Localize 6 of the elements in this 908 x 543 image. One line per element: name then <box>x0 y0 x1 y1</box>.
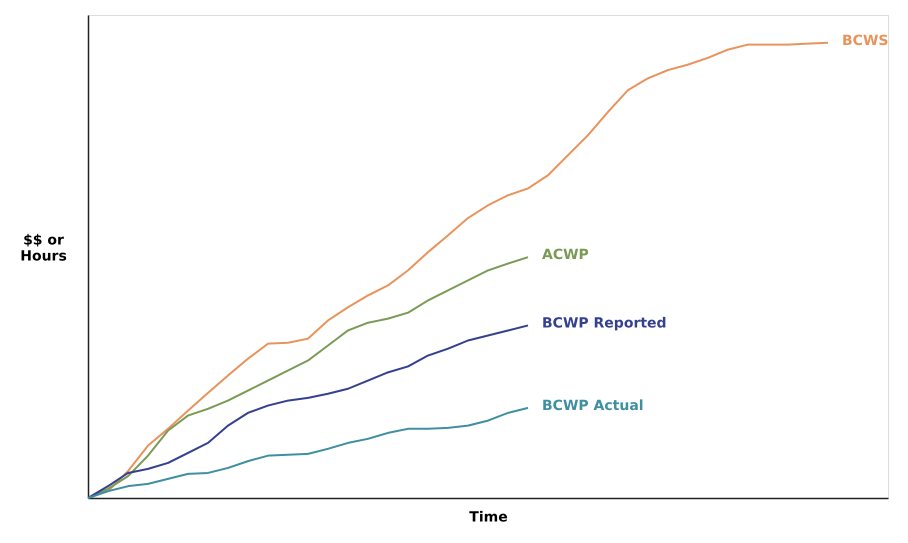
x-axis-title: Time <box>469 510 508 526</box>
series-label: BCWS <box>842 32 888 49</box>
series-label: BCWP Actual <box>542 398 644 414</box>
series-label: BCWP Reported <box>542 315 667 332</box>
series-label: ACWP <box>542 247 589 264</box>
y-axis-title: $$ or Hours <box>20 232 67 264</box>
